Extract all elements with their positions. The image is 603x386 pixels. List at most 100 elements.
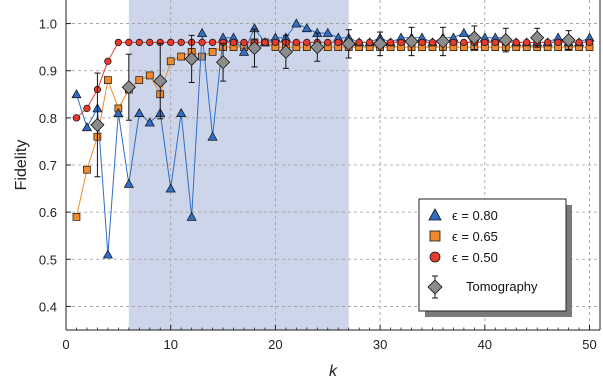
data-point-circle: [543, 38, 552, 47]
data-point-circle: [575, 38, 583, 47]
data-point-square: [83, 165, 91, 174]
legend: ϵ = 0.80 ϵ = 0.65 ϵ = 0.50 Tomography: [418, 198, 572, 317]
x-tick-label: 30: [373, 337, 387, 352]
data-point-circle: [104, 57, 112, 65]
y-tick-label: 0.4: [39, 299, 57, 314]
data-point-diamond: [310, 40, 325, 55]
data-point-square: [104, 76, 112, 84]
data-point-triangle: [71, 89, 82, 99]
legend-circle-icon: [429, 251, 441, 263]
data-point-triangle: [238, 46, 250, 56]
data-point-circle: [261, 38, 269, 47]
data-point-triangle: [144, 117, 155, 127]
data-point-diamond: [341, 36, 356, 51]
x-tick-label: 10: [163, 337, 177, 352]
data-point-diamond: [561, 33, 576, 48]
data-point-diamond: [278, 44, 293, 59]
data-point-square: [166, 57, 175, 66]
data-point-triangle: [301, 23, 312, 33]
data-point-triangle: [291, 18, 302, 28]
data-point-circle: [397, 38, 405, 47]
data-point-circle: [428, 38, 437, 47]
data-point-circle: [324, 38, 332, 47]
data-point-circle: [167, 38, 175, 47]
data-point-triangle: [81, 122, 93, 132]
data-point-triangle: [123, 178, 134, 188]
data-point-circle: [481, 38, 489, 47]
data-point-circle: [554, 38, 562, 47]
data-point-circle: [418, 38, 426, 47]
data-point-circle: [585, 38, 594, 47]
legend-label-eps050: ϵ = 0.50: [452, 250, 498, 265]
legend-diamond-icon: [427, 279, 443, 295]
data-point-circle: [177, 38, 185, 47]
data-point-triangle: [458, 27, 469, 37]
data-point-circle: [72, 114, 81, 122]
data-point-circle: [271, 38, 280, 47]
data-point-triangle: [176, 107, 187, 117]
legend-label-tomography: Tomography: [466, 279, 538, 294]
data-point-circle: [386, 38, 395, 47]
y-tick-label: 0.9: [39, 64, 57, 79]
data-point-circle: [114, 38, 123, 47]
data-point-diamond: [184, 51, 199, 66]
data-point-triangle: [165, 183, 176, 193]
data-point-circle: [198, 38, 206, 47]
y-tick-label: 0.5: [39, 252, 57, 267]
data-point-square: [135, 76, 144, 84]
data-point-circle: [365, 38, 374, 47]
data-point-triangle: [197, 27, 208, 37]
data-point-triangle: [134, 107, 145, 117]
data-point-diamond: [467, 30, 482, 45]
data-point-circle: [125, 38, 133, 47]
ticks: 0 10 20 30 40 50 0.4 0.5 0.6 0.7 0.8 0.9 1.0: [39, 17, 597, 352]
data-point-circle: [355, 38, 363, 47]
x-tick-label: 50: [582, 337, 596, 352]
y-tick-label: 0.7: [39, 158, 57, 173]
data-point-circle: [292, 38, 301, 47]
legend-box: [418, 198, 567, 312]
data-point-diamond: [90, 117, 105, 132]
x-tick-label: 0: [62, 337, 69, 352]
data-point-circle: [135, 38, 143, 47]
data-point-square: [208, 48, 217, 56]
y-tick-label: 1.0: [39, 17, 57, 32]
data-point-circle: [460, 38, 468, 47]
data-point-circle: [146, 38, 154, 47]
legend-label-eps065: ϵ = 0.65: [452, 229, 498, 244]
data-point-diamond: [404, 34, 419, 49]
data-point-triangle: [322, 27, 333, 37]
series-3: [90, 25, 576, 178]
data-point-square: [198, 52, 206, 61]
data-point-circle: [491, 38, 499, 47]
legend-square-icon: [429, 230, 441, 242]
y-tick-label: 0.8: [39, 111, 57, 126]
data-point-circle: [449, 38, 458, 47]
data-point-square: [72, 213, 81, 221]
x-tick-label: 40: [478, 337, 492, 352]
data-point-square: [177, 52, 186, 61]
data-point-triangle: [113, 107, 124, 117]
data-point-diamond: [530, 30, 545, 45]
data-point-diamond: [498, 33, 513, 48]
data-point-diamond: [435, 34, 451, 49]
y-axis-label: Fidelity: [13, 140, 30, 191]
data-point-diamond: [215, 55, 231, 70]
legend-label-eps080: ϵ = 0.80: [452, 208, 498, 223]
x-axis-label: k: [329, 363, 338, 380]
data-point-triangle: [207, 131, 218, 141]
data-point-circle: [303, 38, 311, 47]
data-point-diamond: [121, 80, 136, 95]
y-tick-label: 0.6: [39, 205, 57, 220]
data-point-circle: [83, 104, 91, 113]
data-point-circle: [240, 38, 248, 47]
data-point-circle: [523, 38, 531, 47]
legend-triangle-icon: [428, 208, 442, 221]
data-point-circle: [512, 38, 520, 47]
data-point-triangle: [102, 249, 113, 259]
data-point-diamond: [153, 74, 168, 89]
data-point-circle: [229, 38, 238, 47]
data-point-circle: [334, 38, 342, 47]
data-point-diamond: [373, 36, 388, 51]
series-layer: [71, 18, 595, 259]
